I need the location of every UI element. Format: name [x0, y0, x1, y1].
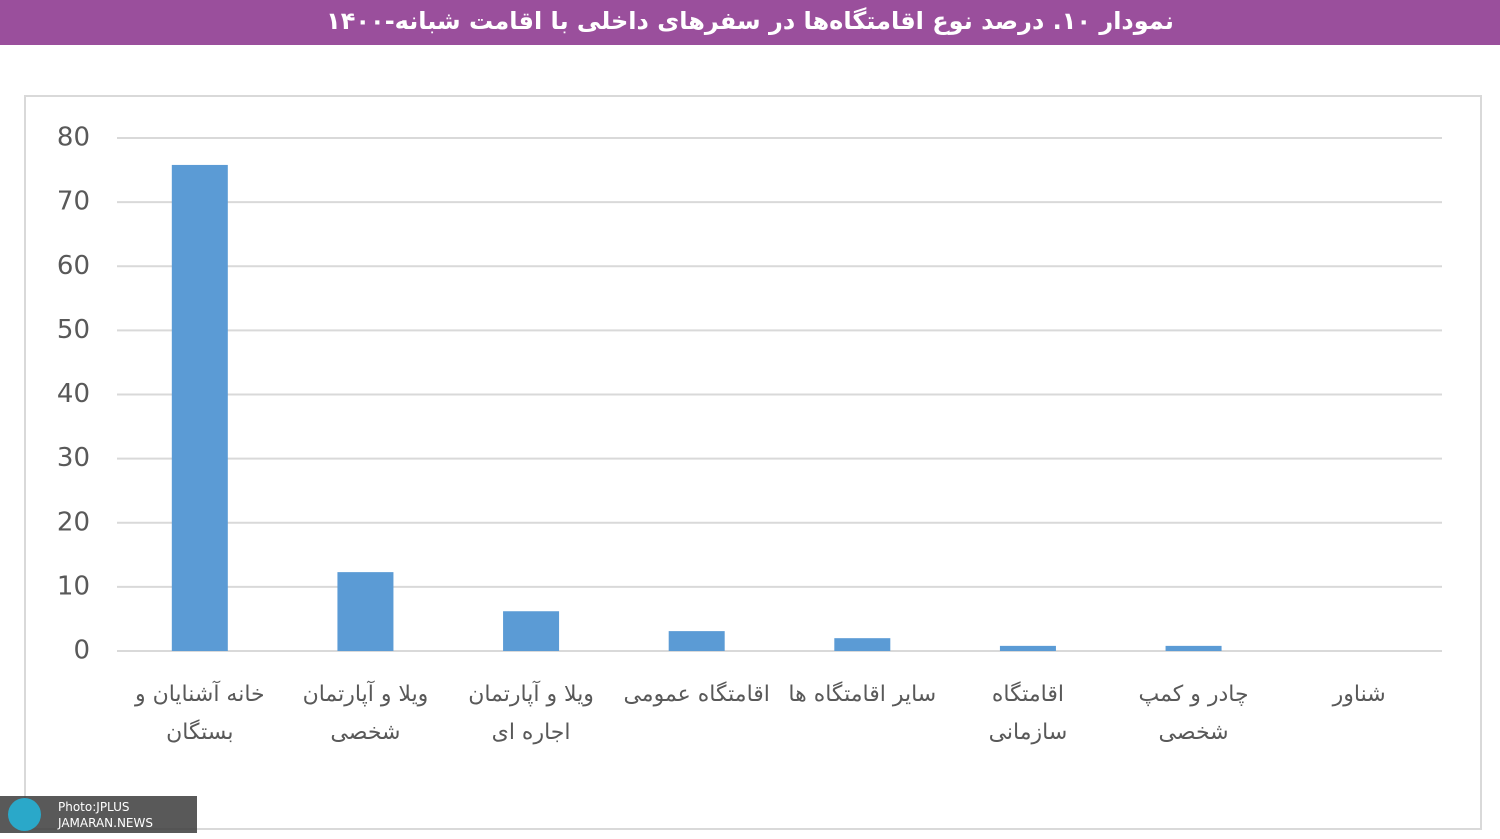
x-tick-label: ویلا و آپارتمان شخصی: [302, 682, 429, 745]
chart-title: نمودار ۱۰. درصد نوع اقامتگاه‌ها در سفرها…: [0, 0, 1500, 45]
y-tick-label: 60: [57, 251, 90, 281]
y-tick-label: 50: [57, 315, 90, 345]
bar: [171, 164, 228, 651]
y-tick-label: 40: [57, 379, 90, 409]
x-tick-label: خانه آشنایان و بستگان: [134, 682, 265, 745]
bar: [337, 572, 394, 651]
y-tick-label: 80: [57, 123, 90, 153]
x-tick-label: اقامتگاه سازمانی: [988, 682, 1068, 745]
x-tick-label: اقامتگاه عمومی: [623, 682, 770, 707]
y-tick-label: 70: [57, 187, 90, 217]
x-tick-label: شناور: [1332, 682, 1386, 707]
x-tick-label: سایر اقامتگاه ها: [788, 682, 937, 707]
chart-frame: [24, 95, 1482, 830]
watermark-text: JAMARAN.NEWS: [58, 816, 153, 830]
x-tick-label: چادر و کمپ شخصی: [1138, 682, 1249, 745]
watermark: Photo:JPLUS JAMARAN.NEWS: [0, 796, 197, 833]
y-tick-label: 20: [57, 507, 90, 537]
y-tick-label: 30: [57, 443, 90, 473]
bar: [999, 645, 1056, 651]
y-tick-label: 0: [73, 636, 90, 666]
bar: [668, 631, 725, 651]
bar: [1165, 645, 1222, 651]
bar: [503, 611, 560, 651]
watermark-logo: [8, 798, 41, 831]
bar: [834, 638, 891, 651]
y-tick-label: 10: [57, 571, 90, 601]
watermark-text: Photo:JPLUS: [58, 800, 130, 814]
x-tick-label: ویلا و آپارتمان اجاره ای: [468, 682, 594, 745]
